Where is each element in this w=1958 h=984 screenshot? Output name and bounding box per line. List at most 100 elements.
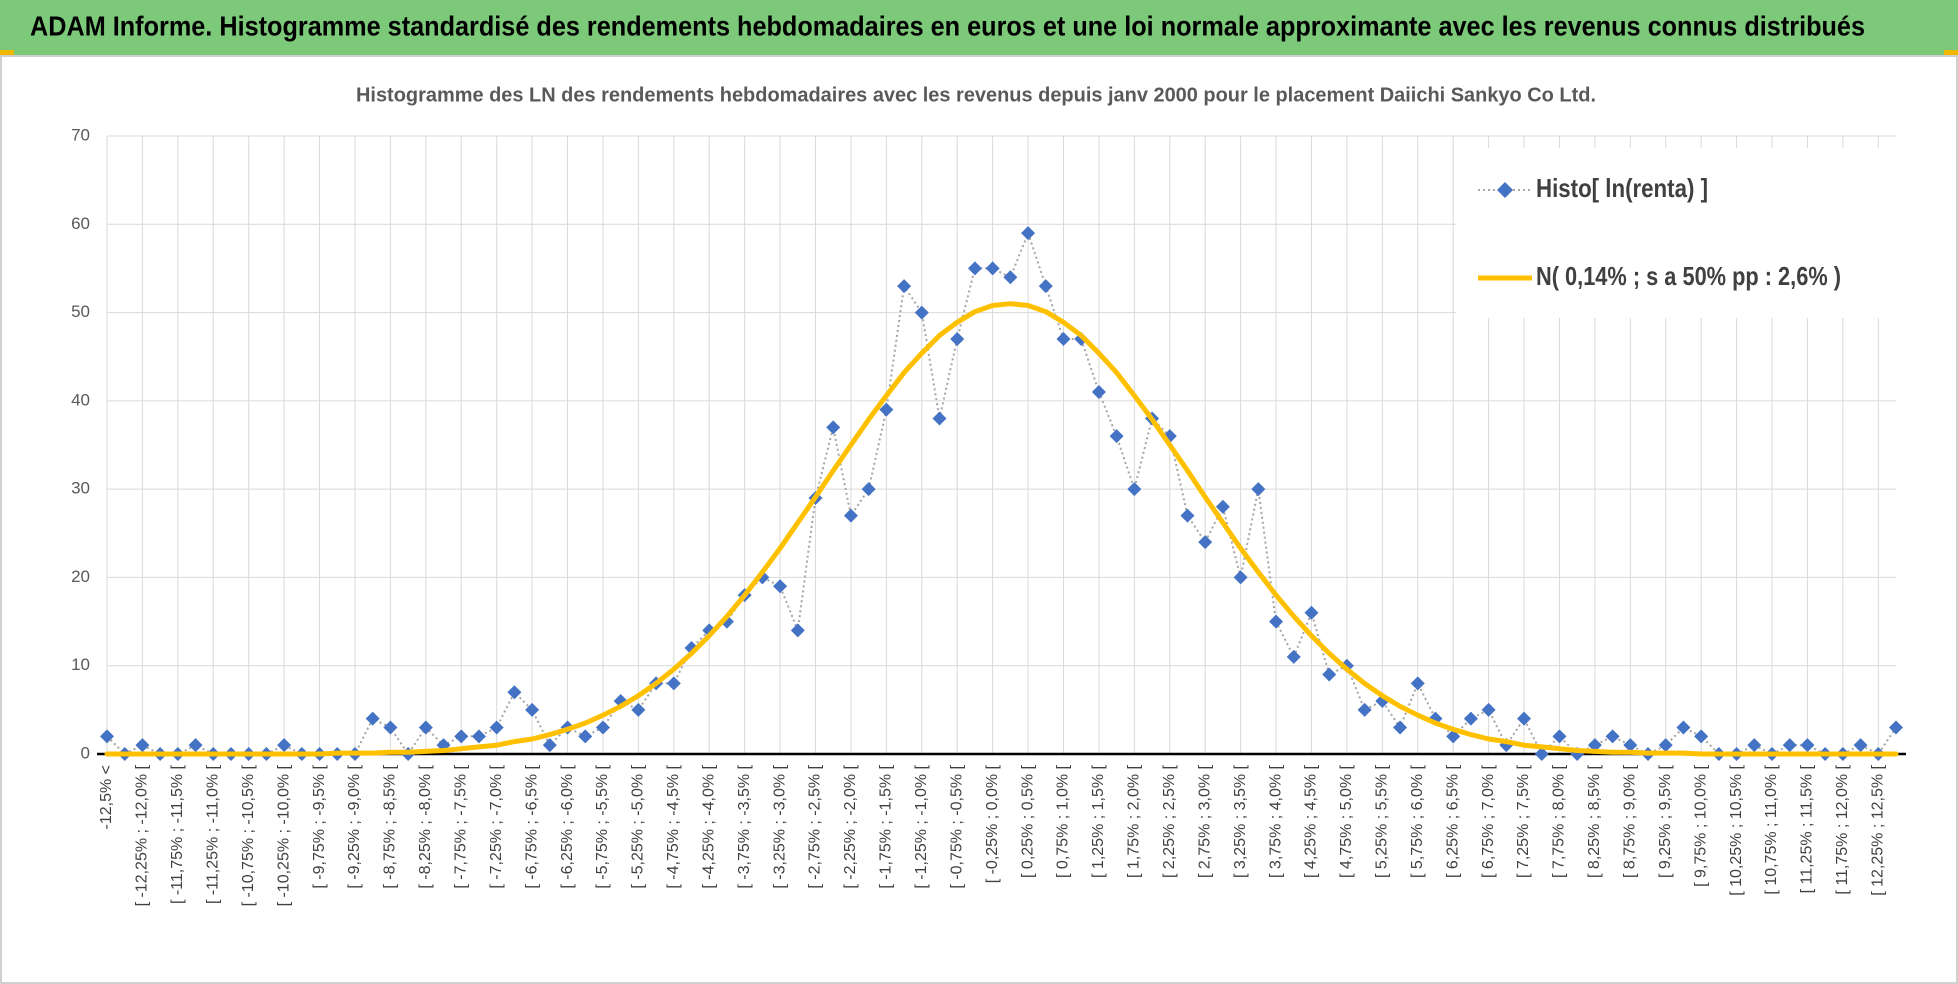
x-tick-label: [ 3,25% ; 3,5% [ bbox=[1232, 764, 1249, 878]
x-tick-label: [ 12,25% ; 12,5% [ bbox=[1870, 764, 1887, 895]
x-tick-label: [ 2,75% ; 3,0% [ bbox=[1196, 764, 1213, 878]
data-point bbox=[1269, 614, 1284, 629]
data-point bbox=[897, 279, 912, 294]
data-point bbox=[1233, 570, 1248, 585]
data-point bbox=[1517, 711, 1532, 726]
data-point bbox=[1552, 729, 1567, 744]
x-tick-label: [ -3,25% ; -3,0% [ bbox=[771, 764, 788, 888]
data-point bbox=[1410, 676, 1425, 691]
x-tick-label: [ 5,75% ; 6,0% [ bbox=[1409, 764, 1426, 878]
x-tick-label: [ 9,75% ; 10,0% [ bbox=[1692, 764, 1709, 886]
x-tick-label: [ -2,25% ; -2,0% [ bbox=[842, 764, 859, 888]
data-point bbox=[1127, 482, 1142, 497]
x-tick-label: [ -3,75% ; -3,5% [ bbox=[736, 764, 753, 888]
x-tick-label: [ 10,75% ; 11,0% [ bbox=[1763, 764, 1780, 894]
x-tick-label: [ -9,75% ; -9,5% [ bbox=[311, 764, 328, 888]
data-point bbox=[1056, 332, 1071, 347]
x-tick-label: [ -4,75% ; -4,5% [ bbox=[665, 764, 682, 888]
data-point bbox=[595, 720, 610, 735]
data-point bbox=[1782, 738, 1797, 753]
data-point bbox=[1304, 605, 1319, 620]
legend-box bbox=[1456, 148, 1906, 318]
x-tick-label: [ -8,25% ; -8,0% [ bbox=[417, 764, 434, 888]
x-tick-label: [ 2,25% ; 2,5% [ bbox=[1161, 764, 1178, 878]
x-tick-label: [ -8,75% ; -8,5% [ bbox=[382, 764, 399, 888]
x-tick-label: [ 9,25% ; 9,5% [ bbox=[1657, 764, 1674, 878]
data-point bbox=[188, 738, 203, 753]
x-tick-label: [ 3,75% ; 4,0% [ bbox=[1267, 764, 1284, 878]
x-tick-label: [ -11,75% ; -11,5% [ bbox=[169, 764, 186, 904]
data-point bbox=[1747, 738, 1762, 753]
data-point bbox=[1534, 747, 1549, 761]
data-point bbox=[525, 702, 540, 717]
x-tick-label: [ 11,75% ; 12,0% [ bbox=[1834, 764, 1851, 894]
data-point bbox=[1003, 270, 1018, 285]
data-point bbox=[1623, 738, 1638, 753]
corner bbox=[1944, 50, 1958, 55]
data-point bbox=[1800, 738, 1815, 753]
data-point bbox=[1091, 385, 1106, 400]
data-point bbox=[1021, 226, 1036, 241]
x-tick-label: [ 7,25% ; 7,5% [ bbox=[1515, 764, 1532, 878]
x-tick-label: [ -11,25% ; -11,0% [ bbox=[204, 764, 221, 904]
data-point bbox=[1286, 649, 1301, 664]
data-point bbox=[1587, 738, 1602, 753]
x-tick-label: [ 4,75% ; 5,0% [ bbox=[1338, 764, 1355, 878]
x-tick-label: [ -0,75% ; -0,5% [ bbox=[948, 764, 965, 888]
data-point bbox=[666, 676, 681, 691]
legend-label: Histo[ ln(renta) ] bbox=[1536, 173, 1708, 203]
data-point bbox=[1694, 729, 1709, 744]
data-point bbox=[1853, 738, 1868, 753]
x-tick-label: [ -10,25% ; -10,0% [ bbox=[275, 764, 292, 906]
data-point bbox=[985, 261, 1000, 276]
data-point bbox=[914, 305, 929, 320]
corner bbox=[0, 50, 14, 55]
data-point bbox=[1198, 535, 1213, 550]
x-tick-label: [ 0,25% ; 0,5% [ bbox=[1019, 764, 1036, 878]
data-point bbox=[365, 711, 380, 726]
y-tick-label: 30 bbox=[71, 479, 90, 498]
legend-marker bbox=[1497, 182, 1513, 198]
x-tick-label: [ -0,25% ; 0,0% [ bbox=[984, 764, 1001, 883]
y-tick-label: 0 bbox=[81, 743, 90, 762]
data-point bbox=[826, 420, 841, 435]
x-tick-label: [ -4,25% ; -4,0% [ bbox=[700, 764, 717, 888]
data-point bbox=[135, 738, 150, 753]
x-tick-label: [ 7,75% ; 8,0% [ bbox=[1551, 764, 1568, 878]
data-point bbox=[100, 729, 114, 744]
x-tick-label: [ -2,75% ; -2,5% [ bbox=[807, 764, 824, 888]
x-tick-label: [ -7,25% ; -7,0% [ bbox=[488, 764, 505, 888]
data-point bbox=[489, 720, 504, 735]
data-point bbox=[578, 729, 593, 744]
x-tick-label: [ -5,75% ; -5,5% [ bbox=[594, 764, 611, 888]
x-tick-label: [ -6,25% ; -6,0% [ bbox=[559, 764, 576, 888]
data-point bbox=[542, 738, 557, 753]
data-point bbox=[1038, 279, 1053, 294]
data-point bbox=[843, 508, 858, 523]
data-point bbox=[1109, 429, 1124, 444]
data-point bbox=[773, 579, 788, 594]
x-tick-label: [ 8,75% ; 9,0% [ bbox=[1622, 764, 1639, 878]
y-tick-label: 60 bbox=[71, 214, 90, 233]
title-bar bbox=[0, 0, 1958, 56]
x-tick-label: [ -5,25% ; -5,0% [ bbox=[630, 764, 647, 888]
data-point bbox=[471, 729, 486, 744]
frame bbox=[0, 55, 1958, 984]
x-tick-label: -12,5% < bbox=[98, 765, 115, 829]
x-tick-label: [ 1,25% ; 1,5% [ bbox=[1090, 764, 1107, 878]
x-tick-label: [ 6,25% ; 6,5% [ bbox=[1444, 764, 1461, 878]
data-point bbox=[507, 685, 522, 700]
data-point bbox=[1676, 720, 1691, 735]
data-point bbox=[277, 738, 292, 753]
data-point bbox=[879, 402, 894, 417]
data-point bbox=[1658, 738, 1673, 753]
data-point bbox=[383, 720, 398, 735]
x-tick-label: [ 10,25% ; 10,5% [ bbox=[1728, 764, 1745, 895]
data-point bbox=[1605, 729, 1620, 744]
x-tick-label: [ -12,25% ; -12,0% [ bbox=[134, 764, 151, 906]
data-point bbox=[1357, 702, 1372, 717]
x-tick-label: [ -9,25% ; -9,0% [ bbox=[346, 764, 363, 888]
x-tick-label: [ 0,75% ; 1,0% [ bbox=[1055, 764, 1072, 878]
